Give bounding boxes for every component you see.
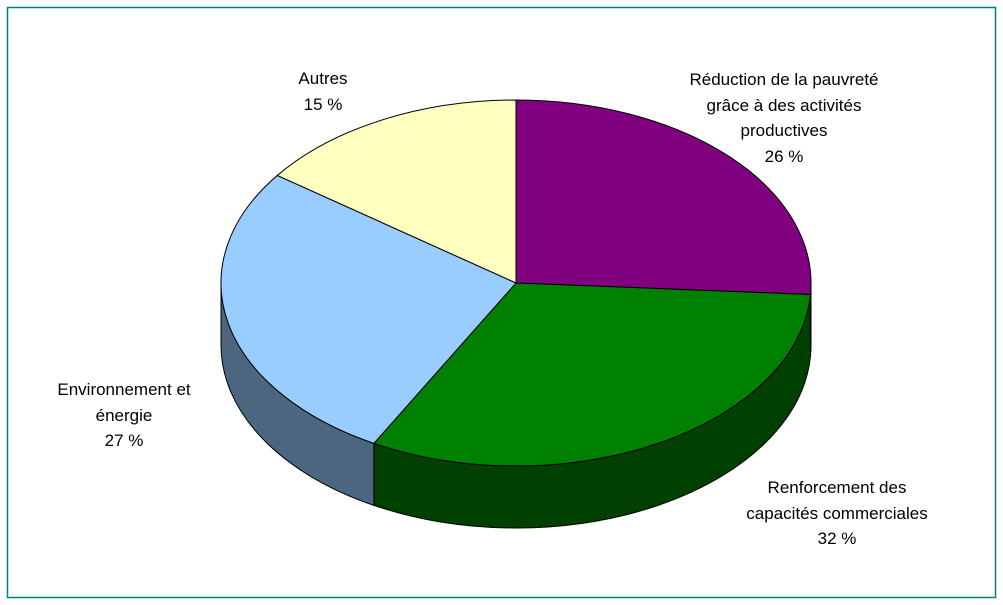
value-label: 32 % bbox=[817, 529, 857, 548]
category-label: Environnement et énergie bbox=[57, 380, 191, 425]
category-label: Renforcement des capacités commerciales bbox=[746, 478, 928, 523]
value-label: 15 % bbox=[303, 94, 343, 114]
slice bbox=[276, 99, 517, 284]
value-label: 26 % bbox=[764, 146, 804, 166]
slice bbox=[373, 282, 811, 467]
category-label: Réduction de la pauvreté grâce à des act… bbox=[689, 70, 879, 140]
value-label: 27 % bbox=[104, 431, 144, 450]
slice-label: Environnement et énergie 27 % bbox=[30, 377, 218, 454]
slice bbox=[220, 174, 517, 444]
slice-label: Renforcement des capacités commerciales 3… bbox=[742, 475, 932, 552]
category-label: Autres bbox=[298, 69, 348, 88]
slice-label: Réduction de la pauvreté grâce à des act… bbox=[678, 67, 890, 169]
slice-label: Autres 15 % bbox=[273, 66, 373, 117]
slice bbox=[515, 99, 812, 296]
